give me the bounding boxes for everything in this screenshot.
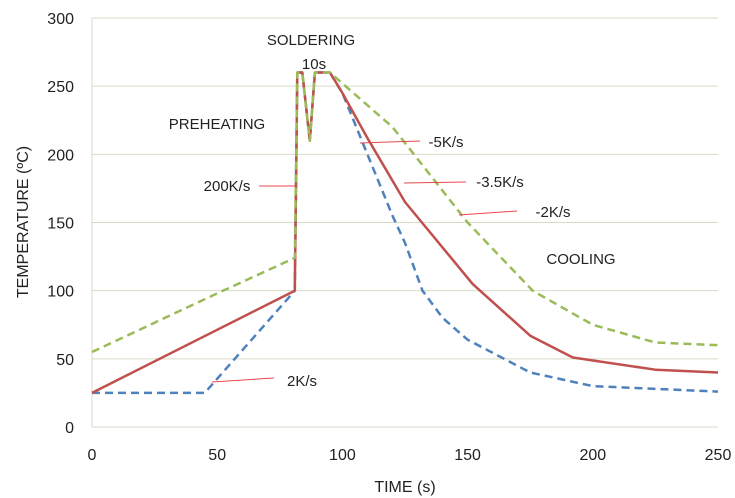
- x-tick-label-200: 200: [579, 447, 606, 464]
- y-tick-label-0: 0: [65, 420, 74, 437]
- y-tick-label-150: 150: [47, 216, 74, 233]
- y-tick-label-100: 100: [47, 284, 74, 301]
- tick-labels: 0 50 100 150 200 250 0 50 100 150 200 250 300: [47, 11, 731, 464]
- series-line-3: [91, 71, 719, 354]
- pointer-minus5ks: [359, 140, 421, 144]
- annotation-rate-minus3-5ks: -3.5K/s: [476, 174, 524, 191]
- x-tick-label-150: 150: [454, 447, 481, 464]
- annotation-cooling: COOLING: [546, 251, 615, 268]
- annotation-soldering-duration: 10s: [302, 56, 326, 73]
- y-tick-label-50: 50: [56, 352, 74, 369]
- annotation-preheating: PREHEATING: [169, 116, 265, 133]
- annotation-soldering: SOLDERING: [267, 32, 355, 49]
- x-tick-label-100: 100: [329, 447, 356, 464]
- x-tick-label-250: 250: [705, 447, 732, 464]
- annotation-rate-200ks: 200K/s: [204, 178, 251, 195]
- pointer-2ks: [211, 377, 275, 383]
- annotation-rate-minus2ks: -2K/s: [535, 204, 570, 221]
- annotations: SOLDERING 10s PREHEATING COOLING 200K/s …: [169, 32, 616, 390]
- y-tick-label-300: 300: [47, 11, 74, 28]
- annotation-rate-2ks: 2K/s: [287, 373, 317, 390]
- gridlines: [92, 17, 718, 360]
- x-axis-title: TIME (s): [374, 479, 435, 496]
- y-tick-label-250: 250: [47, 79, 74, 96]
- series-lines: [91, 71, 719, 395]
- annotation-rate-minus5ks: -5K/s: [428, 134, 463, 151]
- x-tick-label-0: 0: [88, 447, 97, 464]
- pointer-minus3-5ks: [403, 181, 467, 184]
- pointer-minus2ks: [458, 210, 518, 216]
- y-axis-title: TEMPERATURE (ºC): [15, 146, 32, 298]
- x-tick-label-50: 50: [208, 447, 226, 464]
- y-tick-label-200: 200: [47, 147, 74, 164]
- axes: [91, 18, 718, 428]
